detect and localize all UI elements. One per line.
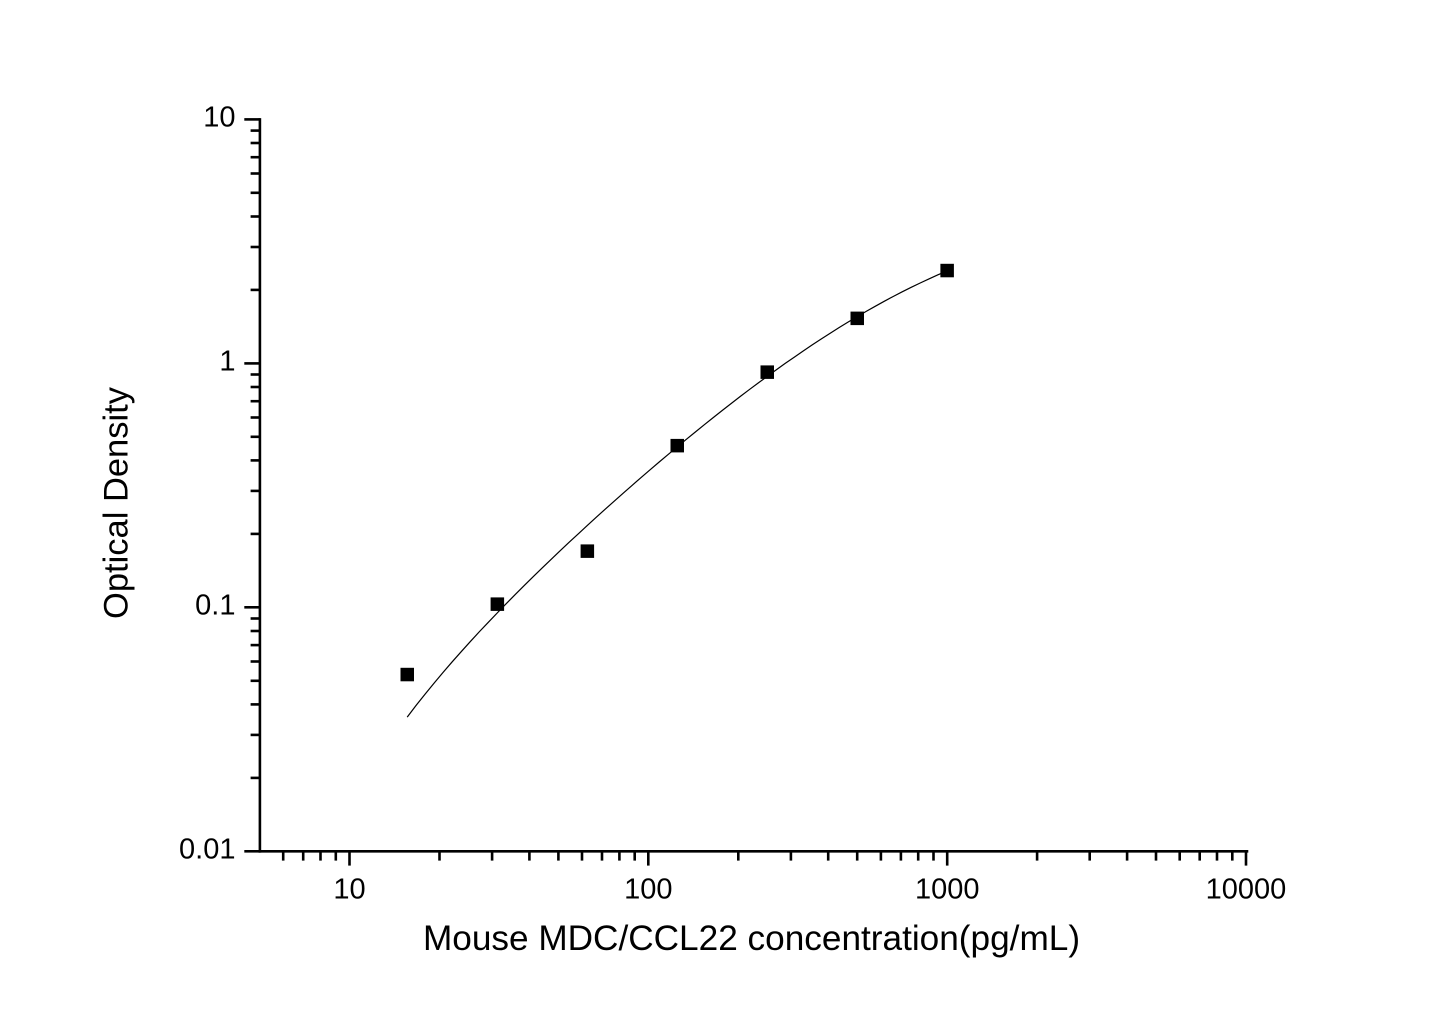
svg-text:0.01: 0.01 <box>179 834 235 866</box>
svg-text:1: 1 <box>219 346 235 378</box>
svg-text:10: 10 <box>203 102 235 134</box>
svg-text:Mouse MDC/CCL22 concentration(: Mouse MDC/CCL22 concentration(pg/mL) <box>423 919 1080 958</box>
svg-text:Optical Density: Optical Density <box>98 386 136 619</box>
svg-text:10000: 10000 <box>1206 873 1287 905</box>
svg-text:100: 100 <box>624 873 672 905</box>
svg-text:0.1: 0.1 <box>195 590 235 622</box>
svg-text:1000: 1000 <box>915 873 980 905</box>
svg-text:10: 10 <box>333 873 365 905</box>
